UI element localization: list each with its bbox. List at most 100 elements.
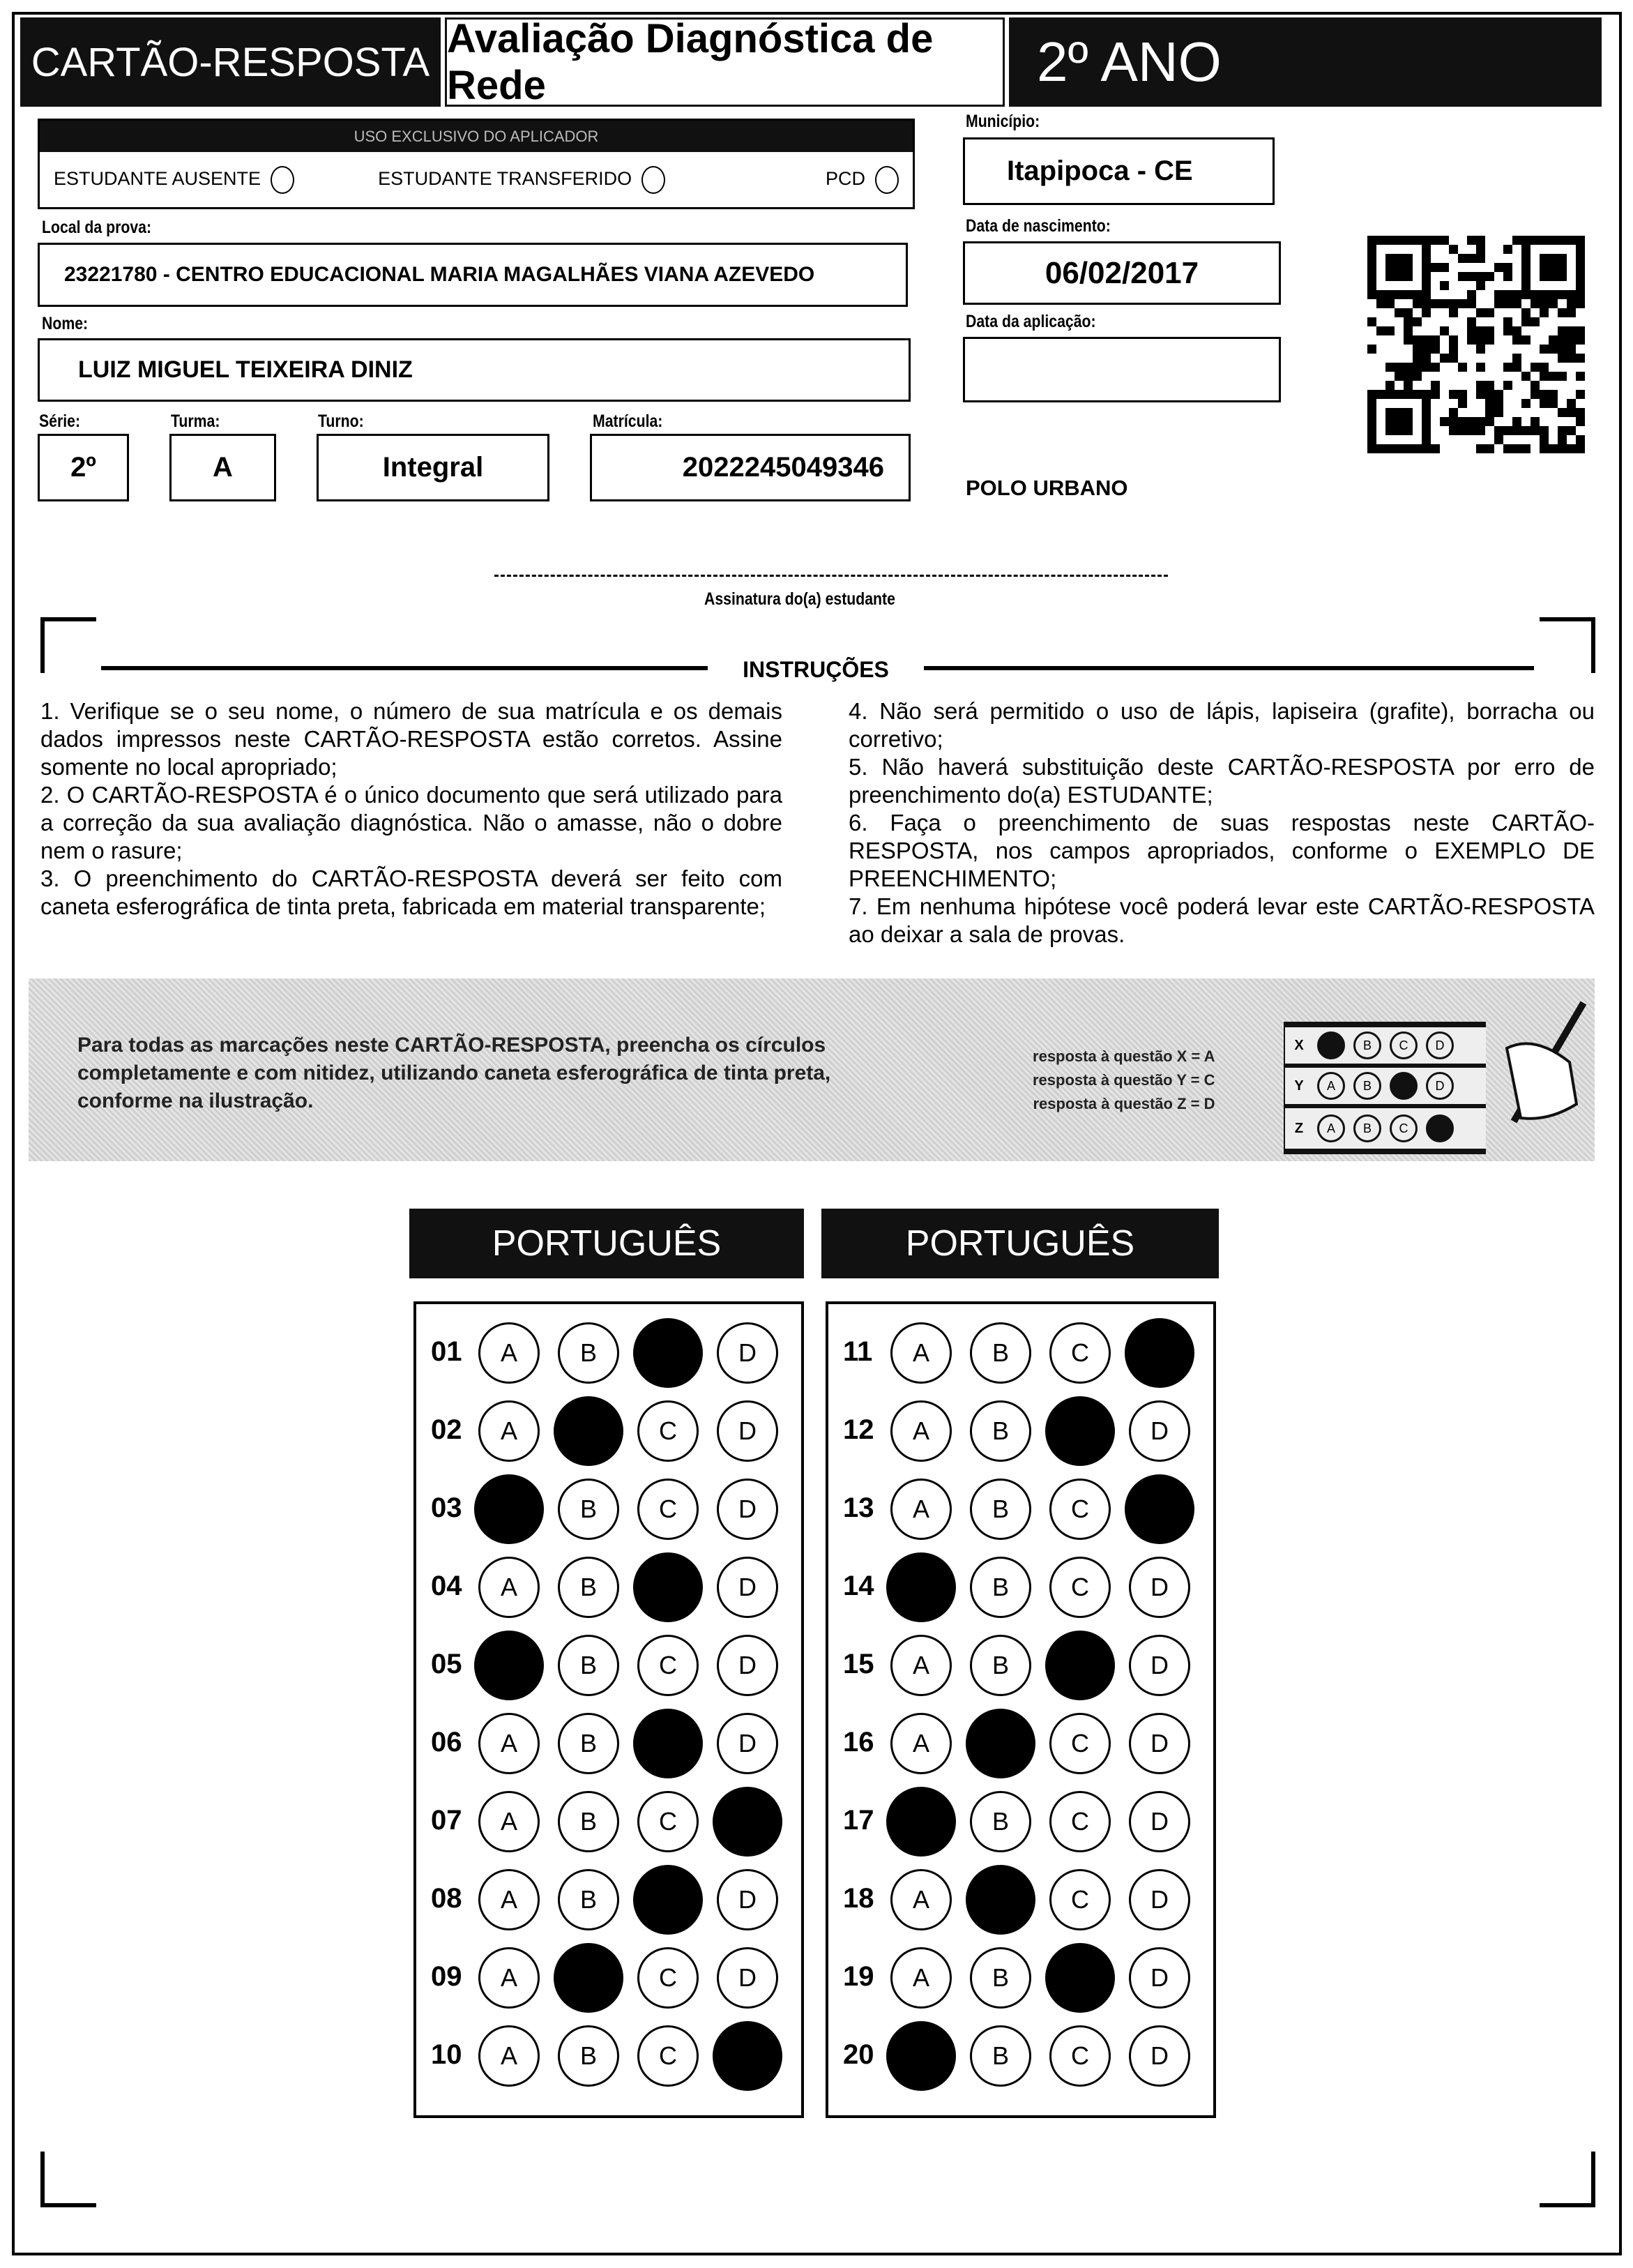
answer-bubble-a[interactable]: A [890,1869,952,1930]
transferred-radio[interactable] [641,166,666,194]
answer-bubble-b[interactable]: B [970,1479,1031,1540]
answer-bubble-d[interactable]: D [1129,1869,1190,1930]
instruction-6: 6. Faça o preenchimento de suas resposta… [849,810,1595,891]
answer-bubble-b[interactable]: B [970,2025,1031,2087]
answer-bubble-d[interactable]: D [717,1713,778,1774]
answer-bubble-b[interactable]: B [970,1400,1031,1462]
absent-radio[interactable] [271,166,295,194]
answer-bubble-b[interactable]: B [558,1635,619,1696]
answer-bubble-b[interactable]: B [558,1869,619,1930]
answer-bubble-d[interactable]: D [1129,1947,1190,2009]
answer-bubble-a[interactable]: A [478,1947,540,2009]
answer-bubble-c[interactable] [633,1552,703,1622]
answer-bubble-a[interactable]: A [890,1479,952,1540]
answer-bubble-b[interactable]: B [558,1479,619,1540]
answer-bubble-c[interactable] [1045,1396,1115,1466]
answer-bubble-d[interactable]: D [717,1869,778,1930]
answer-bubble-a[interactable]: A [478,2025,540,2087]
answer-bubble-a[interactable]: A [478,1791,540,1852]
answer-bubble-a[interactable] [474,1474,544,1544]
answer-bubble-a[interactable]: A [890,1947,952,2009]
question-number: 14 [843,1571,874,1601]
answer-bubble-c[interactable]: C [1049,2025,1111,2087]
question-number: 07 [431,1805,462,1836]
answer-bubble-a[interactable] [886,1787,956,1857]
answer-bubble-d[interactable] [1125,1474,1194,1544]
answer-bubble-c[interactable]: C [1049,1479,1111,1540]
answer-bubble-b[interactable]: B [558,1322,619,1384]
pcd-radio[interactable] [875,166,899,194]
answer-bubble-c[interactable]: C [1049,1713,1111,1774]
instruction-5: 5. Não haverá substituição deste CARTÃO-… [849,754,1595,808]
answer-bubble-c[interactable]: C [637,1479,699,1540]
answer-bubble-d[interactable]: D [717,1479,778,1540]
question-number: 11 [843,1336,873,1367]
answer-bubble-b[interactable]: B [970,1557,1031,1618]
answer-bubble-d[interactable]: D [1129,1557,1190,1618]
answer-bubble-b[interactable]: B [970,1635,1031,1696]
answer-bubble-b[interactable] [966,1709,1035,1778]
answer-bubble-c[interactable] [633,1865,703,1935]
answer-bubble-d[interactable]: D [1129,1791,1190,1852]
legend-y: resposta à questão Y = C [1033,1071,1215,1089]
answer-bubble-b[interactable]: B [558,1791,619,1852]
answer-bubble-c[interactable]: C [1049,1557,1111,1618]
answer-bubble-a[interactable]: A [890,1713,952,1774]
answer-bubble-c[interactable] [1045,1943,1115,2013]
answer-bubble-b[interactable]: B [970,1322,1031,1384]
answer-bubble-c[interactable]: C [637,1635,699,1696]
answer-bubble-d[interactable] [713,1787,782,1857]
serie-label: Série: [39,411,81,431]
answer-bubble-d[interactable] [713,2021,782,2091]
answer-bubble-a[interactable]: A [890,1400,952,1462]
answer-bubble-d[interactable]: D [717,1322,778,1384]
answer-bubble-b[interactable] [966,1865,1035,1935]
legend-z: resposta à questão Z = D [1033,1095,1215,1112]
answer-bubble-a[interactable] [886,2021,956,2091]
signature-line[interactable] [494,575,1168,577]
answer-bubble-d[interactable]: D [1129,1713,1190,1774]
answer-bubble-a[interactable]: A [478,1713,540,1774]
answer-bubble-c[interactable] [633,1709,703,1778]
answer-bubble-b[interactable]: B [970,1947,1031,2009]
answer-bubble-d[interactable]: D [717,1557,778,1618]
answer-bubble-d[interactable]: D [1129,2025,1190,2087]
answer-bubble-b[interactable] [554,1396,623,1466]
pcd-option[interactable]: PCD [826,166,899,194]
answer-bubble-a[interactable]: A [478,1557,540,1618]
answer-bubble-c[interactable]: C [637,1791,699,1852]
answer-bubble-c[interactable] [1045,1631,1115,1700]
answer-bubble-b[interactable]: B [558,1713,619,1774]
answer-bubble-d[interactable]: D [1129,1635,1190,1696]
answer-bubble-a[interactable]: A [890,1635,952,1696]
answer-bubble-a[interactable]: A [478,1400,540,1462]
divider-right [924,666,1534,670]
answer-bubble-d[interactable]: D [717,1635,778,1696]
question-number: 19 [843,1961,874,1992]
answer-bubble-d[interactable]: D [717,1400,778,1462]
answer-bubble-a[interactable] [474,1631,544,1700]
answer-bubble-a[interactable]: A [478,1322,540,1384]
answer-bubble-a[interactable] [886,1552,956,1622]
question-number: 01 [431,1336,462,1367]
absent-option[interactable]: ESTUDANTE AUSENTE [54,166,295,194]
answer-bubble-c[interactable]: C [1049,1791,1111,1852]
answer-bubble-d[interactable] [1125,1318,1194,1388]
answer-bubble-c[interactable]: C [637,1947,699,2009]
answer-bubble-a[interactable]: A [890,1322,952,1384]
answer-bubble-d[interactable]: D [1129,1400,1190,1462]
transferred-option[interactable]: ESTUDANTE TRANSFERIDO [378,166,666,194]
answer-bubble-c[interactable]: C [637,2025,699,2087]
answer-bubble-d[interactable]: D [717,1947,778,2009]
answer-bubble-c[interactable] [633,1318,703,1388]
answer-bubble-b[interactable] [554,1943,623,2013]
answer-bubble-c[interactable]: C [637,1400,699,1462]
answer-bubble-c[interactable]: C [1049,1322,1111,1384]
answer-bubble-b[interactable]: B [558,2025,619,2087]
answer-bubble-c[interactable]: C [1049,1869,1111,1930]
answer-bubble-b[interactable]: B [558,1557,619,1618]
answer-bubble-b[interactable]: B [970,1791,1031,1852]
application-date-field [963,337,1281,402]
answer-bubble-a[interactable]: A [478,1869,540,1930]
